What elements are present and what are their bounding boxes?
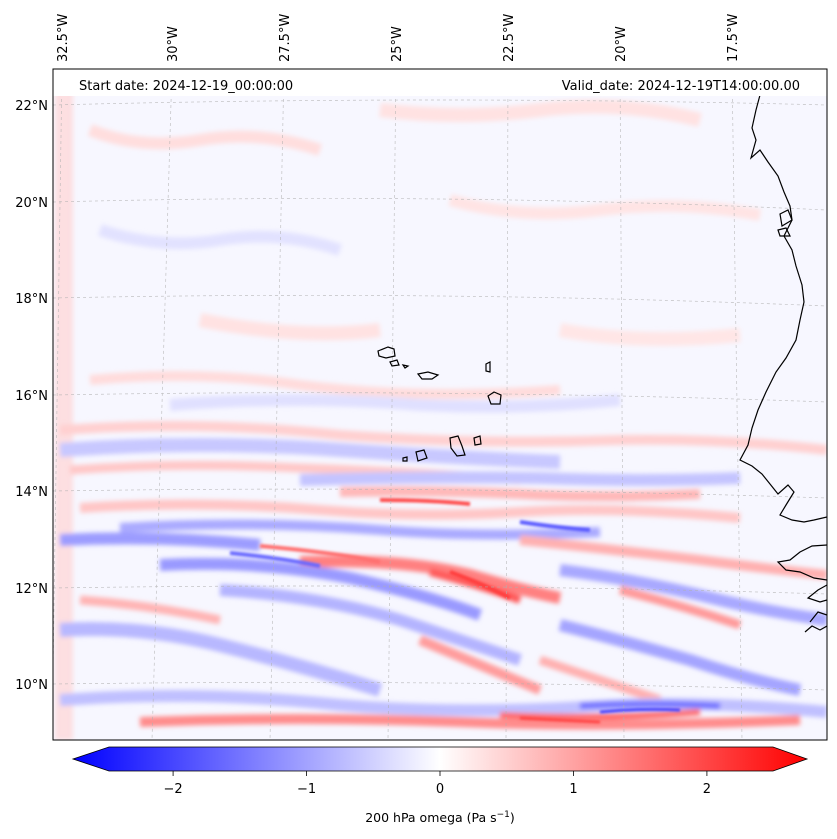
colorbar-title: 200 hPa omega (Pa s−1): [365, 810, 515, 825]
lat-label: 20°N: [15, 196, 48, 211]
map-frame: [52, 68, 828, 741]
map-area: [53, 69, 827, 740]
colorbar-title-main: 200 hPa omega (Pa s: [365, 810, 496, 825]
island-fogo: [415, 449, 428, 462]
lat-label: 12°N: [15, 582, 48, 597]
coastlines: [377, 69, 827, 633]
island-santiago: [449, 435, 466, 457]
colorbar-tick-label: −1: [297, 782, 316, 797]
colorbar-tick-label: 1: [569, 782, 577, 797]
lon-label: 32.5°W: [56, 14, 71, 62]
lon-label: 20°W: [614, 26, 629, 62]
colorbar-tick-label: 2: [703, 782, 711, 797]
header-band: [53, 69, 827, 96]
omega-field: [55, 69, 827, 740]
island-sao-vicente: [389, 359, 400, 367]
island-sao-nicolau: [416, 371, 440, 380]
omega-field-accents: [229, 498, 681, 724]
lat-label: 18°N: [15, 292, 48, 307]
lon-label: 27.5°W: [278, 14, 293, 62]
valid-date-label: Valid_date: 2024-12-19T14:00:00.00: [562, 79, 800, 94]
colorbar-tick-label: −2: [164, 782, 183, 797]
colorbar-gradient: [71, 746, 809, 772]
colorbar-title-end: ): [510, 810, 515, 825]
colorbar-ticks: −2 −1 0 1 2: [164, 771, 711, 797]
lat-label: 10°N: [15, 678, 48, 693]
lon-label: 17.5°W: [726, 14, 741, 62]
africa-coastline: [739, 69, 827, 523]
island-boa-vista: [487, 391, 502, 405]
colorbar-tick-label: 0: [436, 782, 444, 797]
island-santo-antao: [377, 346, 396, 359]
colorbar: −2 −1 0 1 2 200 hPa omega (Pa s−1): [71, 746, 809, 825]
start-date-label: Start date: 2024-12-19_00:00:00: [79, 79, 293, 94]
island-sal: [485, 361, 491, 373]
colorbar-title-sup: −1: [497, 810, 510, 820]
island-maio: [473, 435, 482, 446]
lon-label: 30°W: [166, 26, 181, 62]
latitude-labels: 22°N 20°N 18°N 16°N 14°N 12°N 10°N: [15, 99, 48, 693]
graticule: [53, 69, 827, 740]
lat-label: 22°N: [15, 99, 48, 114]
island-brava: [402, 456, 408, 462]
lat-label: 16°N: [15, 389, 48, 404]
lat-label: 14°N: [15, 485, 48, 500]
lon-label: 25°W: [390, 26, 405, 62]
lon-label: 22.5°W: [502, 14, 517, 62]
longitude-labels: 32.5°W 30°W 27.5°W 25°W 22.5°W 20°W 17.5…: [56, 14, 741, 62]
